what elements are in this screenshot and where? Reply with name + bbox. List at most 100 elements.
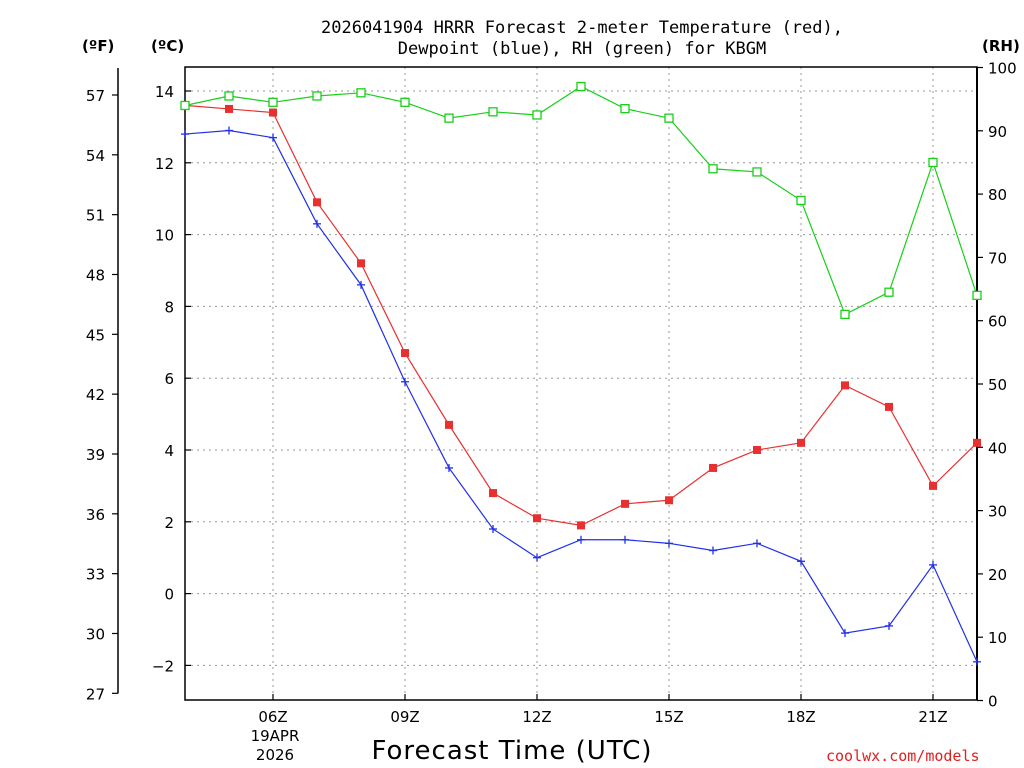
dewpoint-point (929, 560, 937, 569)
rh-point (444, 113, 454, 123)
chart-title-line-1: 2026041904 HRRR Forecast 2-meter Tempera… (321, 18, 843, 38)
rh-point (356, 88, 366, 98)
rh-point (884, 287, 894, 297)
dewpoint-point (621, 535, 629, 544)
dewpoint-point (533, 553, 541, 562)
celsius-tick-label: 8 (164, 298, 174, 316)
rh-tick-label: 0 (988, 693, 998, 711)
dewpoint-point (973, 657, 981, 666)
celsius-tick-label: −2 (152, 657, 174, 675)
dewpoint-point (181, 130, 189, 139)
temperature-point (885, 402, 893, 411)
x-axis-title: Forecast Time (UTC) (371, 736, 652, 766)
temperature-point (973, 438, 981, 447)
dewpoint-point (269, 133, 277, 142)
rh-tick-label: 70 (988, 249, 1007, 267)
dewpoint-point (841, 629, 849, 638)
temperature-point (533, 514, 541, 523)
celsius-tick-label: 2 (164, 514, 174, 532)
rh-point (400, 97, 410, 107)
dewpoint-point (313, 219, 321, 228)
dewpoint-point (885, 621, 893, 630)
rh-tick-label: 20 (988, 566, 1007, 584)
tick-labels: 14121086420−2575451484542393633302710090… (86, 60, 1017, 727)
temperature-point (401, 349, 409, 358)
dewpoint-point (709, 546, 717, 555)
rh-point (928, 157, 938, 168)
temperature-point (489, 489, 497, 498)
fahrenheit-tick-label: 39 (86, 446, 105, 464)
rh-point (752, 167, 762, 177)
x-tick-label: 06Z (258, 708, 287, 726)
temperature-point (709, 463, 717, 472)
temperature-point (841, 381, 849, 390)
rh-tick-label: 10 (988, 629, 1007, 647)
rh-point (576, 81, 586, 92)
date-label-year: 2026 (256, 746, 294, 764)
rh-point (972, 290, 982, 301)
celsius-tick-label: 10 (155, 227, 174, 245)
celsius-tick-label: 14 (155, 83, 174, 101)
x-tick-label: 09Z (390, 708, 419, 726)
temperature-point (753, 446, 761, 454)
dewpoint-point (753, 539, 761, 548)
celsius-tick-label: 12 (155, 155, 174, 173)
temperature-point (357, 259, 365, 268)
rh-point (224, 91, 234, 101)
dewpoint-line (184, 129, 978, 663)
rh-tick-label: 90 (988, 123, 1007, 141)
rh-tick-label: 30 (988, 503, 1007, 521)
rh-point (180, 100, 190, 111)
rh-point (664, 113, 674, 123)
fahrenheit-tick-label: 51 (86, 207, 105, 225)
fahrenheit-tick-label: 33 (86, 566, 105, 584)
rh-tick-label: 50 (988, 376, 1007, 394)
celsius-tick-label: 0 (164, 586, 174, 604)
rh-tick-label: 100 (988, 60, 1017, 78)
x-tick-label: 12Z (522, 708, 551, 726)
fahrenheit-tick-label: 42 (86, 386, 105, 404)
plot-frame (184, 66, 978, 701)
temperature-point (313, 198, 321, 207)
rh-tick-label: 80 (988, 186, 1007, 204)
fahrenheit-tick-label: 45 (86, 326, 105, 344)
x-tick-label: 15Z (654, 708, 683, 726)
x-tick-label: 18Z (786, 708, 815, 726)
dewpoint-point (445, 463, 453, 472)
rh-line (184, 85, 978, 316)
fahrenheit-tick-label: 30 (86, 625, 105, 643)
dewpoint-point (225, 126, 233, 135)
rh-point (488, 107, 498, 117)
x-tick-label: 21Z (918, 708, 947, 726)
rh-unit-label: (RH) (982, 37, 1020, 55)
temperature-point (269, 108, 277, 117)
fahrenheit-tick-label: 54 (86, 147, 105, 165)
temperature-point (929, 481, 937, 490)
rh-point (796, 195, 806, 206)
temperature-point (577, 521, 585, 530)
temperature-point (225, 104, 233, 113)
temperature-point (665, 496, 673, 505)
dewpoint-point (665, 539, 673, 548)
rh-point (620, 103, 630, 114)
celsius-tick-label: 6 (164, 370, 174, 388)
temperature-point (621, 499, 629, 508)
rh-tick-label: 60 (988, 313, 1007, 331)
temperature-line (184, 104, 978, 527)
rh-point (312, 91, 322, 101)
rh-point (532, 110, 542, 120)
fahrenheit-tick-label: 48 (86, 266, 105, 284)
gridlines (185, 67, 977, 700)
rh-point (840, 309, 850, 320)
date-label-month: 19APR (251, 727, 300, 745)
source-credit: coolwx.com/models (826, 747, 980, 765)
fahrenheit-unit-label: (ºF) (82, 37, 114, 55)
fahrenheit-tick-label: 57 (86, 87, 105, 105)
dewpoint-point (401, 377, 409, 386)
dewpoint-point (357, 280, 365, 289)
temperature-point (445, 420, 453, 429)
dewpoint-point (797, 557, 805, 566)
dewpoint-point (577, 535, 585, 544)
rh-point (708, 164, 718, 174)
